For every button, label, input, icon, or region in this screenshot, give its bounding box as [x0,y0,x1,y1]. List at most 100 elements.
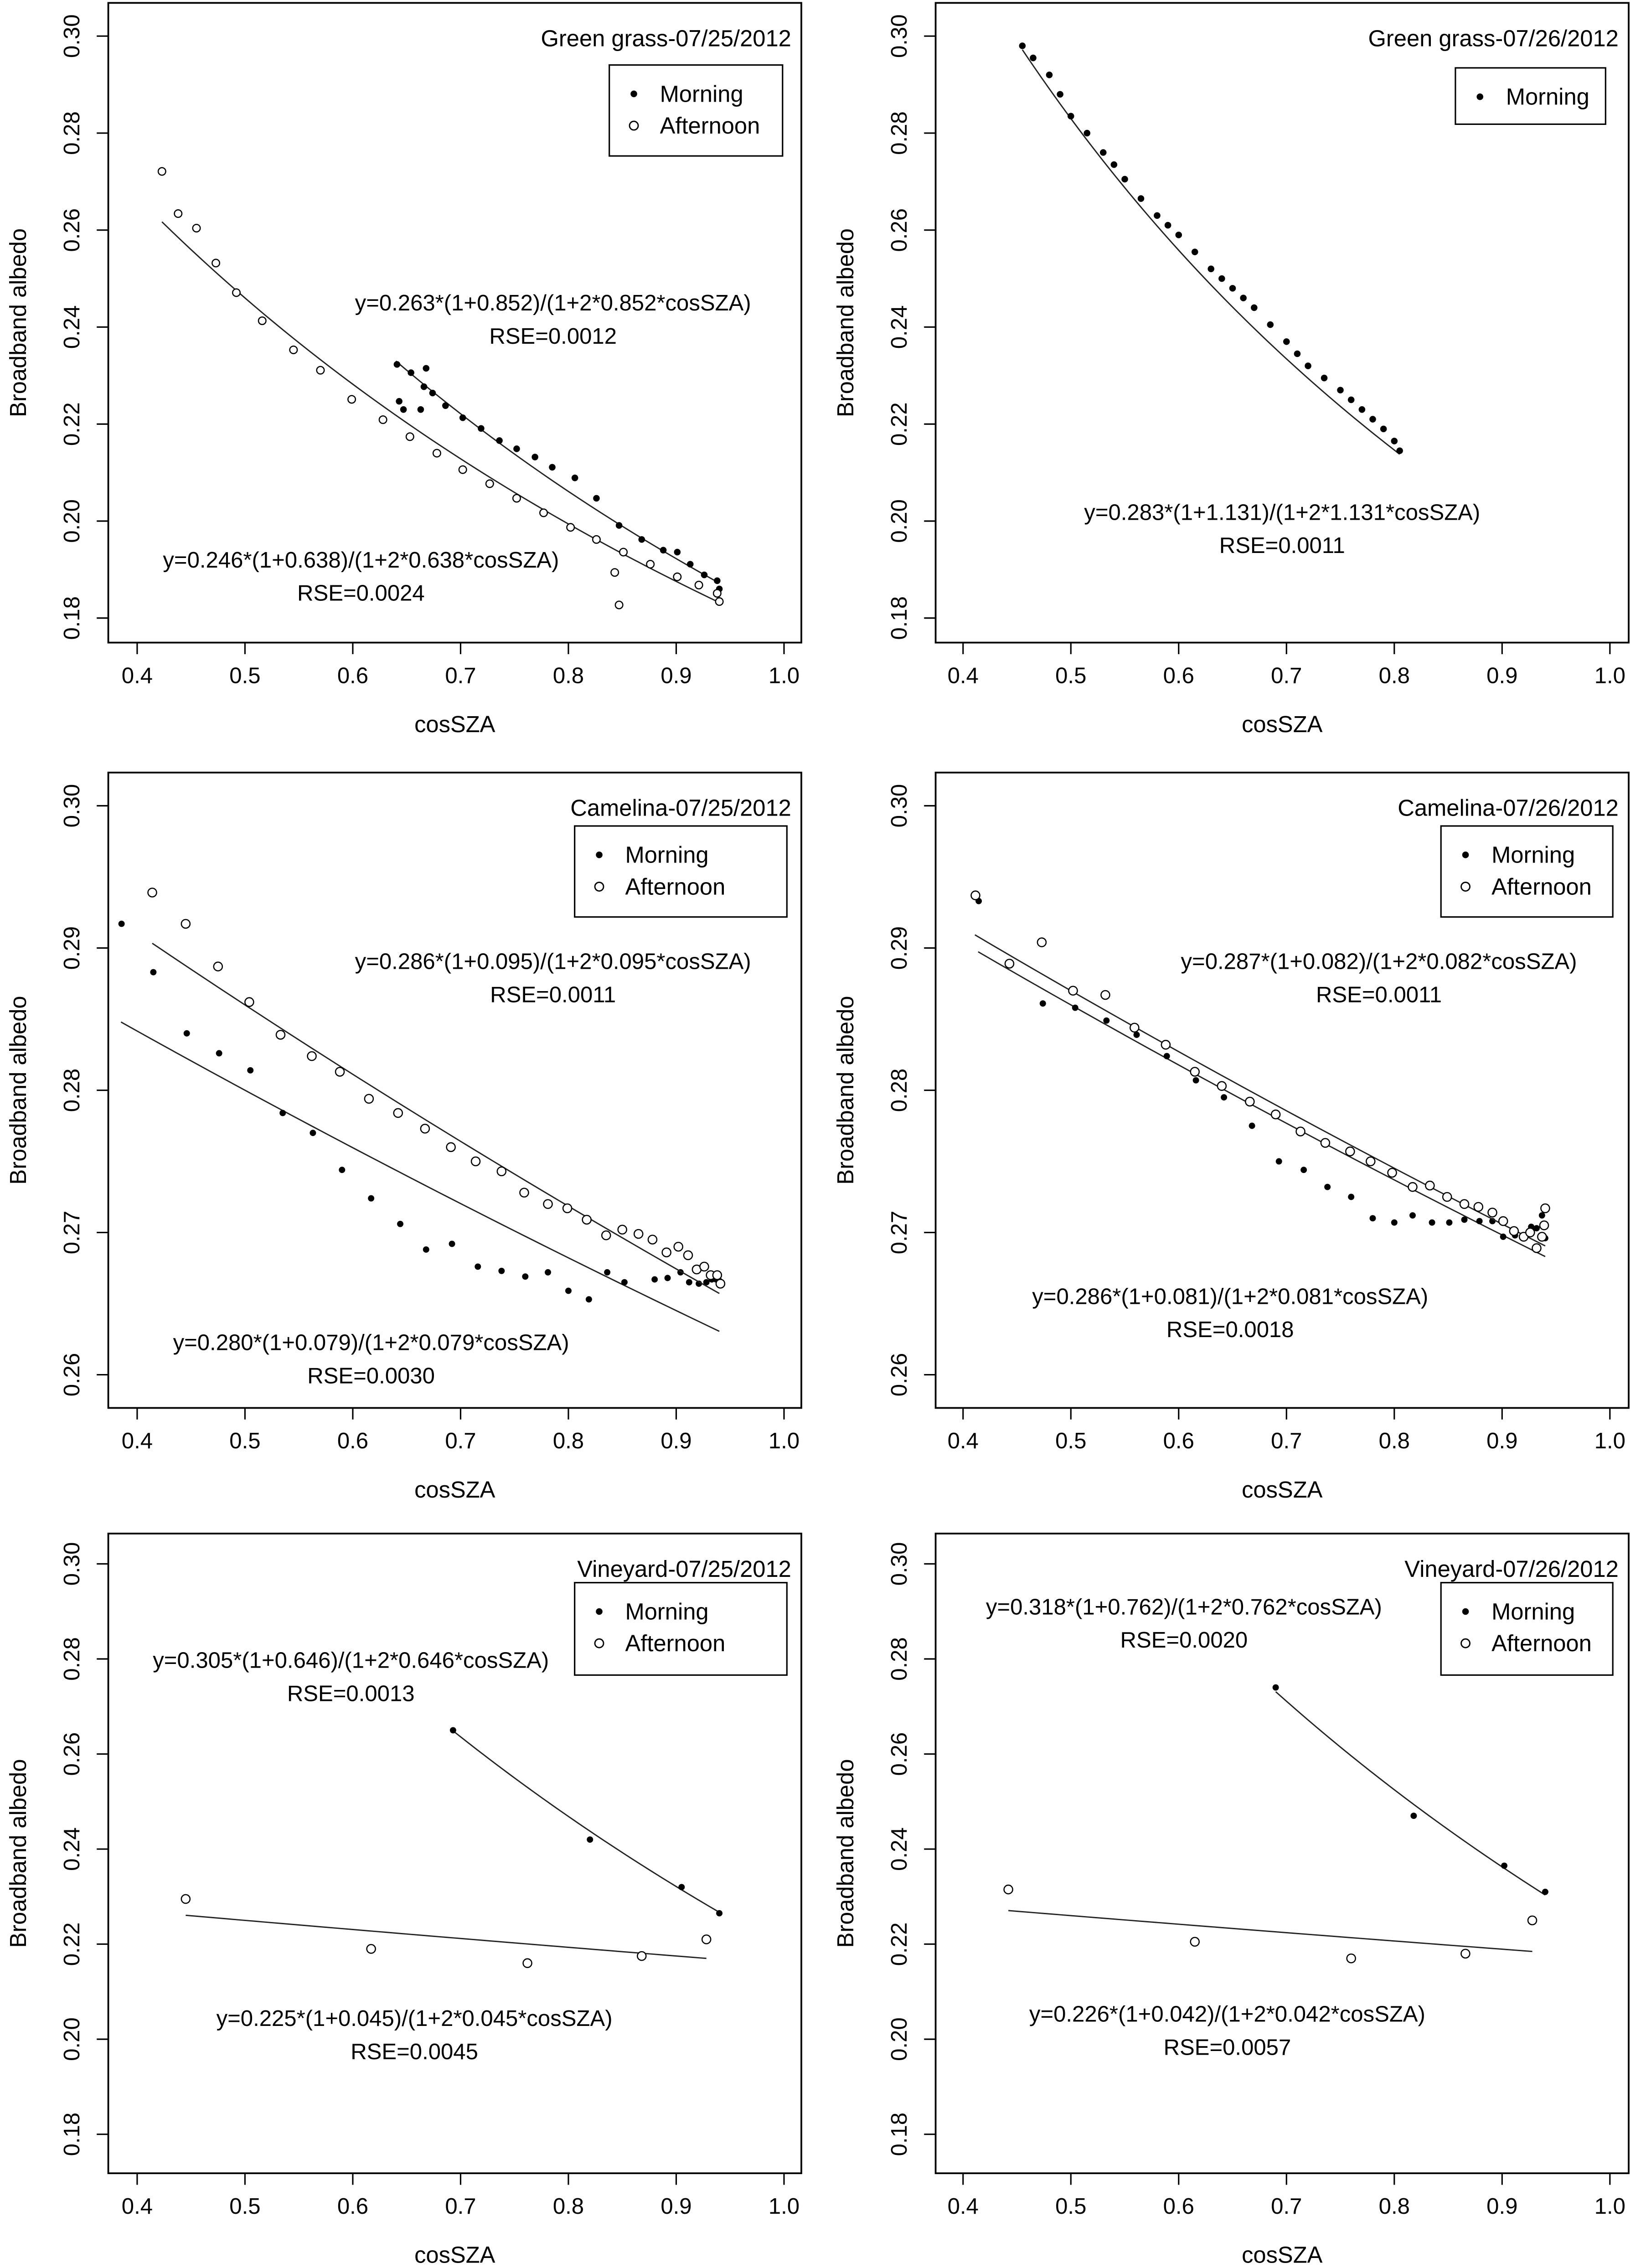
data-point [449,1240,455,1247]
data-point [638,536,645,543]
data-point [316,366,325,375]
legend-filled-dot-icon [1462,1608,1469,1615]
data-point [1130,1023,1140,1033]
data-point [1348,1193,1355,1200]
data-point [703,1279,710,1286]
x-tick-label: 0.8 [1379,1429,1410,1453]
data-point [646,560,655,569]
fit-curve [1022,49,1400,455]
data-point [1294,350,1301,357]
data-point [339,1167,346,1173]
x-tick-label: 0.4 [122,1429,153,1453]
data-point [970,890,980,900]
data-point [157,167,166,176]
data-point [423,1246,429,1253]
fit-rse: RSE=0.0045 [351,2040,478,2064]
x-tick-label: 0.7 [1271,2194,1302,2219]
data-point [1347,396,1355,403]
y-tick-label: 0.20 [887,499,912,543]
x-tick-label: 0.6 [337,1429,368,1453]
x-axis-label: cosSZA [1242,1477,1323,1503]
y-tick-label: 0.20 [60,499,84,543]
data-point [714,577,721,584]
x-axis-label: cosSZA [414,1477,495,1503]
series-afternoon: y=0.226*(1+0.042)/(1+2*0.042*cosSZA) RSE=… [1003,1884,1538,2060]
x-tick-label: 0.5 [1055,663,1086,688]
panel-title: Camelina-07/26/2012 [1398,795,1619,821]
data-point [1365,1156,1376,1167]
fit-curve [975,934,1546,1247]
data-point [660,547,667,554]
data-point [1099,149,1107,156]
data-point [1267,321,1274,328]
fit-rse: RSE=0.0024 [297,581,425,606]
data-point [1003,1884,1013,1895]
fit-equation: y=0.287*(1+0.082)/(1+2*0.082*cosSZA) [1181,949,1577,974]
data-point [1121,176,1128,183]
data-point [1154,212,1161,219]
y-tick-label: 0.24 [887,305,912,349]
data-point [1425,1180,1435,1191]
data-point [232,288,241,297]
data-point [633,1229,644,1239]
x-tick-label: 0.6 [1163,2194,1194,2219]
panel-title: Green grass-07/25/2012 [541,25,791,51]
panel-title: Green grass-07/26/2012 [1368,25,1619,51]
data-point [582,1214,592,1225]
data-point [396,398,402,405]
data-point [614,600,624,610]
legend-open-circle-icon [1460,1638,1471,1648]
panel-1: 0.4 0.5 0.6 0.7 0.8 0.9 1.0 0.18 0.20 0.22 0.24 0.2… [5,2,802,737]
y-tick-label: 0.20 [60,2017,84,2061]
series-afternoon: y=0.246*(1+0.638)/(1+2*0.638*cosSZA) RSE=… [157,167,724,610]
fit-equation: y=0.318*(1+0.762)/(1+2*0.762*cosSZA) [986,1595,1382,1619]
data-point [247,1067,254,1074]
data-point [1217,1081,1227,1091]
data-point [1461,1216,1468,1223]
data-point [393,1108,403,1118]
series-morning: y=0.318*(1+0.762)/(1+2*0.762*cosSZA) RSE=… [986,1595,1548,1896]
legend-open-circle-icon [594,1638,604,1648]
y-tick-label: 0.22 [60,402,84,446]
data-point [522,1958,532,1968]
data-point [393,361,401,368]
x-tick-label: 0.4 [122,663,153,688]
fit-rse: RSE=0.0011 [490,982,616,1007]
data-point [1057,91,1063,98]
panel-title: Vineyard-07/25/2012 [577,1556,791,1582]
x-tick-label: 1.0 [1594,2194,1625,2219]
data-point [449,1727,456,1734]
y-tick-label: 0.18 [887,596,912,640]
data-point [686,1279,692,1286]
data-point [1249,1122,1255,1129]
legend-open-circle-icon [1460,881,1471,892]
legend-label: Afternoon [625,1630,726,1656]
data-point [637,1951,647,1961]
y-tick-label: 0.24 [60,1827,84,1871]
x-tick-label: 0.5 [229,2194,260,2219]
data-point [1037,937,1047,947]
data-point [1537,1232,1547,1242]
data-point [1229,285,1236,292]
x-tick-label: 1.0 [1594,663,1625,688]
fit-curve [152,942,720,1294]
data-point [216,1050,222,1057]
y-tick-label: 0.26 [60,1732,84,1776]
fit-rse: RSE=0.0030 [307,1364,435,1389]
y-tick-label: 0.22 [887,1922,912,1966]
data-point [397,1220,403,1227]
data-point [1190,1937,1200,1947]
data-point [1272,1684,1279,1691]
data-point [1192,1077,1199,1084]
data-point [1039,1000,1046,1007]
panel-4: 0.4 0.5 0.6 0.7 0.8 0.9 1.0 0.26 0.27 0.28 0.29 0.3… [832,771,1630,1503]
data-point [1030,54,1037,62]
data-point [1487,1208,1497,1218]
x-axis-label: cosSZA [414,2242,495,2268]
data-point [212,258,221,268]
x-tick-label: 0.5 [1055,2194,1086,2219]
data-point [674,548,681,556]
data-point [310,1130,316,1137]
y-tick-label: 0.26 [887,1353,912,1397]
data-point [712,1270,722,1280]
